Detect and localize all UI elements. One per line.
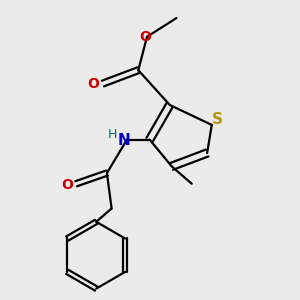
Text: N: N — [117, 134, 130, 148]
Text: S: S — [212, 112, 223, 127]
Text: O: O — [88, 76, 100, 91]
Text: O: O — [140, 30, 152, 44]
Text: O: O — [61, 178, 73, 192]
Text: H: H — [108, 128, 117, 142]
